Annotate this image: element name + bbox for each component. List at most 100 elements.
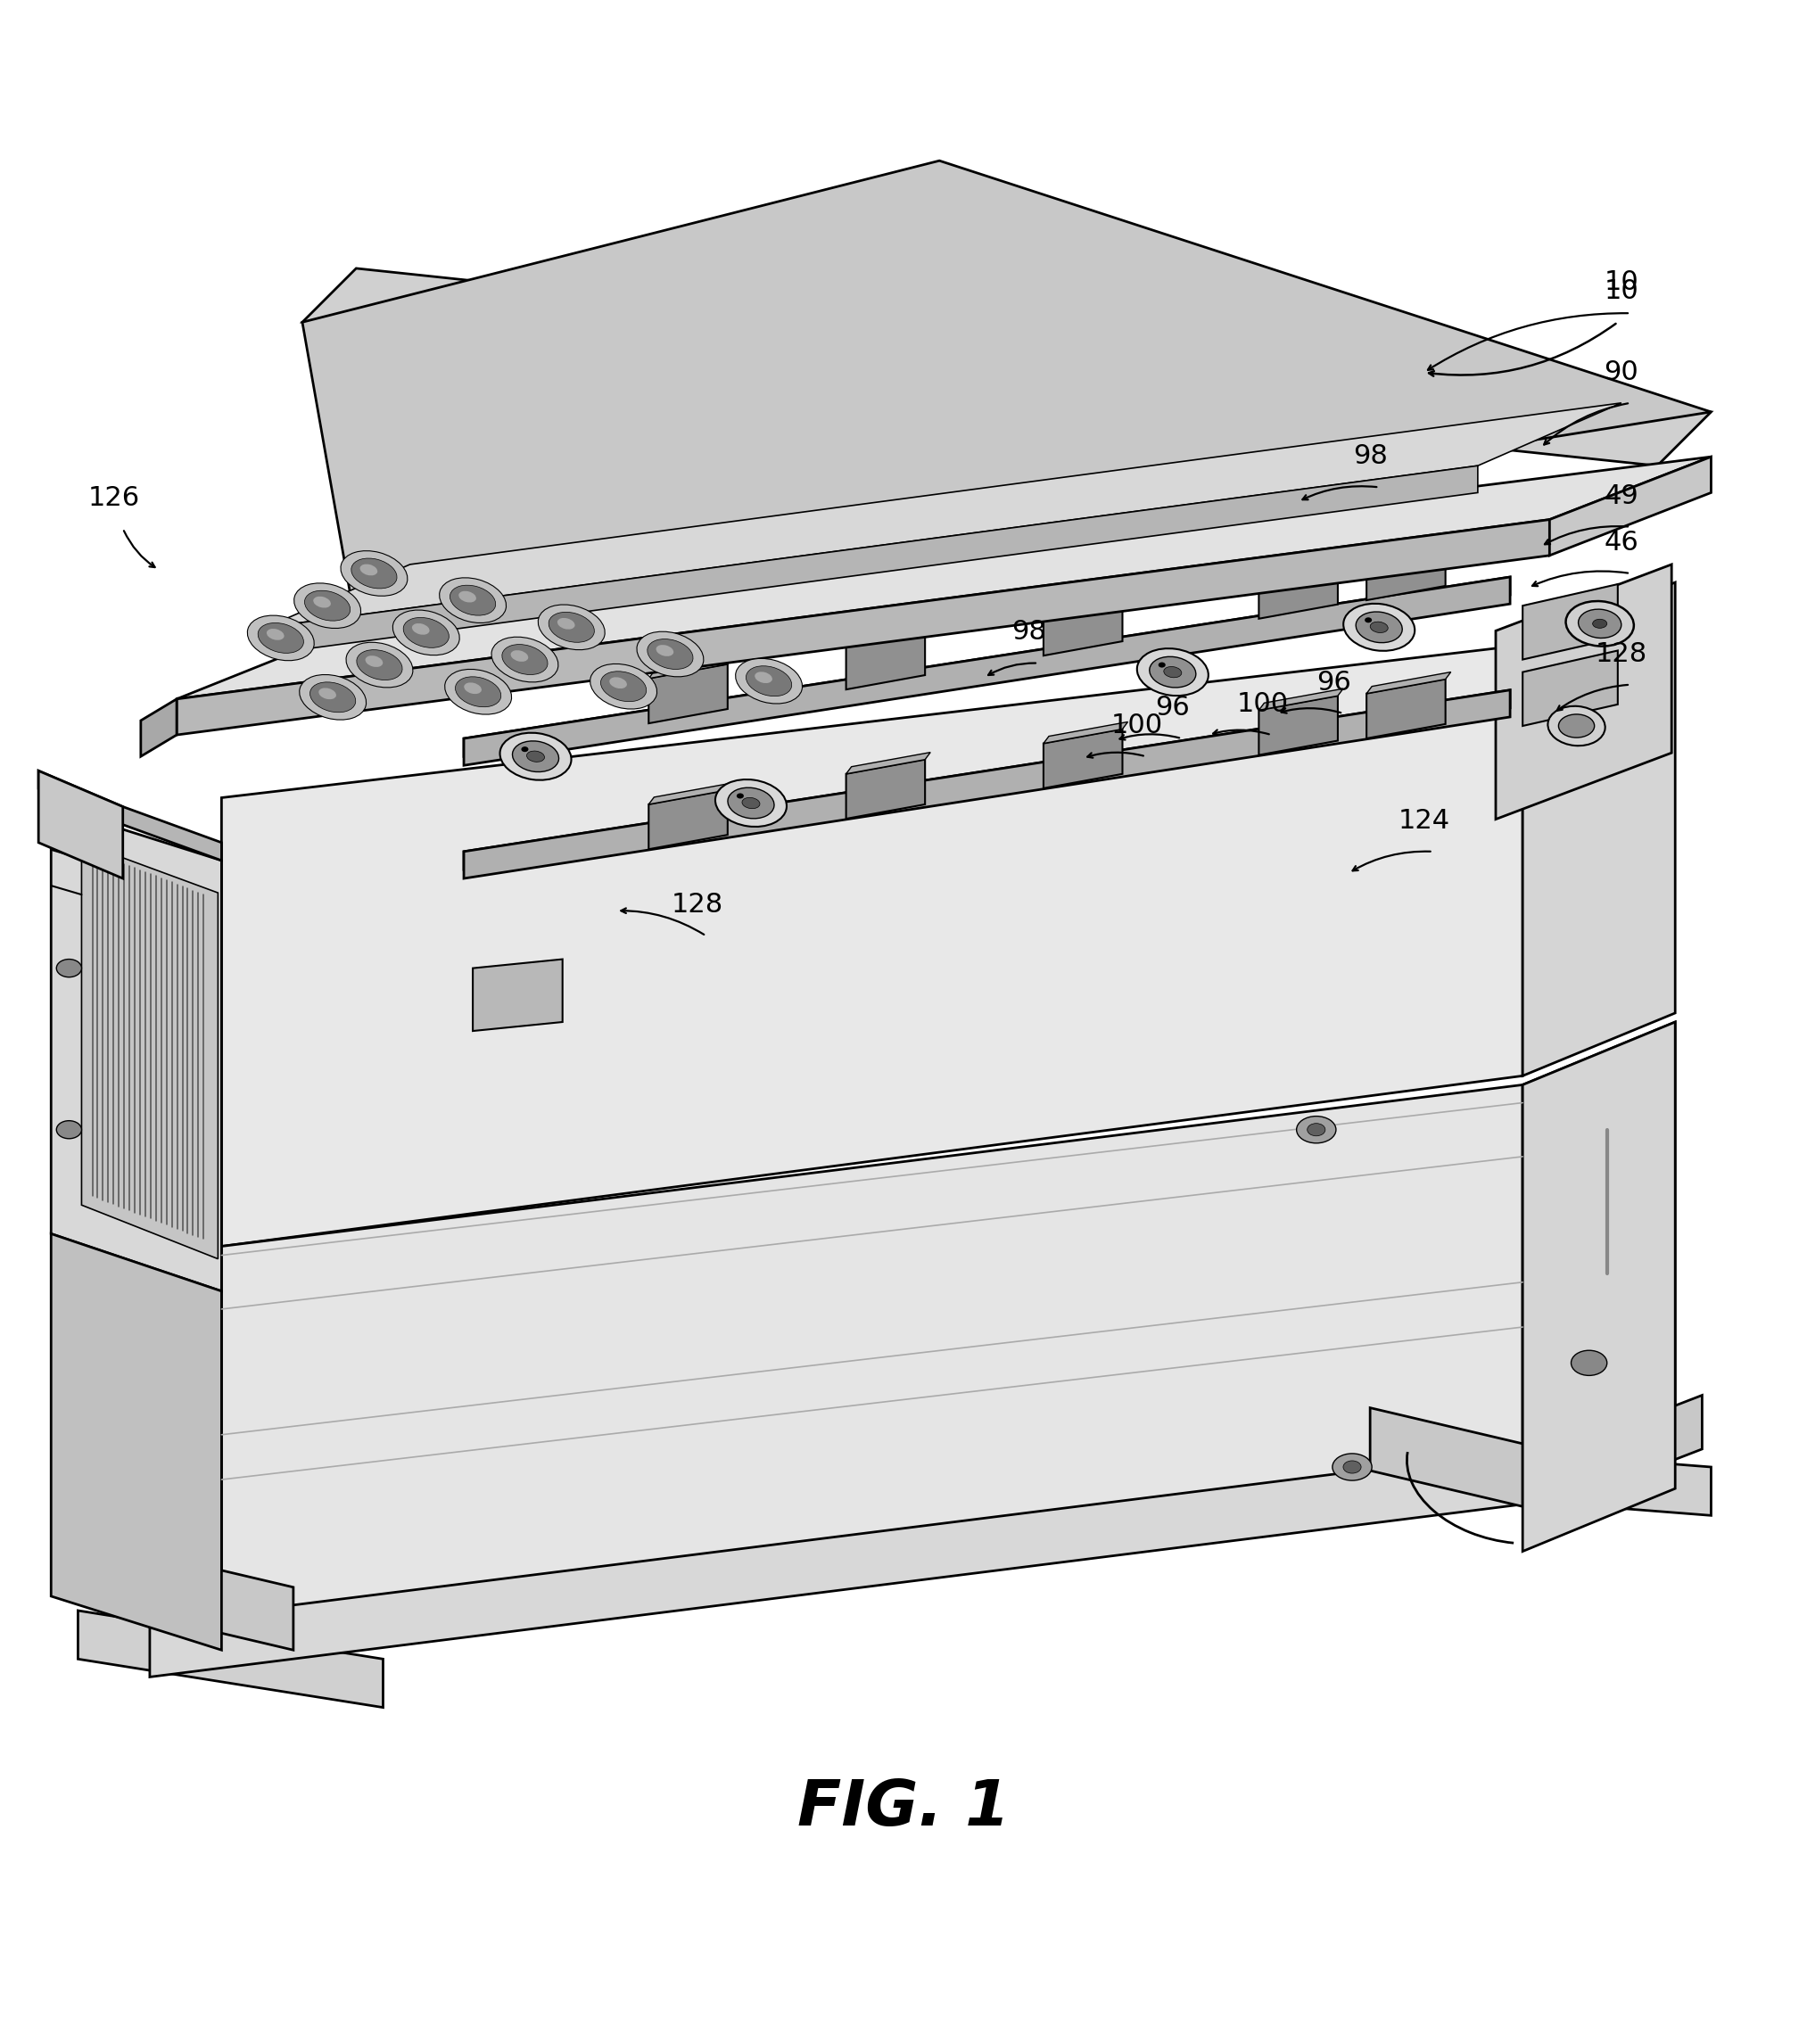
Polygon shape — [51, 1235, 222, 1650]
Ellipse shape — [557, 617, 575, 630]
Polygon shape — [846, 630, 925, 689]
Ellipse shape — [755, 672, 772, 683]
Polygon shape — [1043, 597, 1122, 656]
Polygon shape — [1259, 552, 1343, 574]
Polygon shape — [302, 161, 1711, 628]
Text: 49: 49 — [1605, 482, 1639, 509]
Text: 10: 10 — [1605, 278, 1639, 305]
Ellipse shape — [1158, 662, 1166, 668]
Polygon shape — [1370, 1408, 1523, 1506]
Polygon shape — [222, 1085, 1523, 1650]
Polygon shape — [1259, 695, 1337, 754]
Ellipse shape — [403, 617, 448, 648]
Text: 98: 98 — [1353, 444, 1388, 470]
Ellipse shape — [318, 689, 336, 699]
Ellipse shape — [365, 656, 383, 666]
Ellipse shape — [716, 779, 786, 826]
Polygon shape — [150, 1443, 1576, 1676]
Polygon shape — [266, 403, 1621, 628]
Polygon shape — [649, 664, 728, 724]
Polygon shape — [1523, 1022, 1675, 1488]
Polygon shape — [464, 691, 1511, 879]
Ellipse shape — [258, 623, 304, 654]
Text: 96: 96 — [1155, 695, 1191, 722]
Ellipse shape — [1592, 619, 1606, 628]
Polygon shape — [222, 646, 1523, 1247]
Ellipse shape — [300, 675, 367, 719]
Polygon shape — [1523, 650, 1617, 726]
Ellipse shape — [1549, 705, 1605, 746]
Ellipse shape — [56, 1120, 81, 1139]
Ellipse shape — [549, 611, 595, 642]
Polygon shape — [1523, 1022, 1675, 1551]
Ellipse shape — [459, 591, 477, 603]
Ellipse shape — [492, 638, 558, 683]
Polygon shape — [1297, 1435, 1711, 1515]
Ellipse shape — [1149, 656, 1196, 687]
Polygon shape — [846, 760, 925, 820]
Ellipse shape — [737, 793, 744, 799]
Polygon shape — [464, 691, 1511, 869]
Ellipse shape — [311, 683, 356, 713]
Polygon shape — [1576, 1396, 1702, 1498]
Ellipse shape — [538, 605, 605, 650]
Ellipse shape — [464, 683, 482, 693]
Ellipse shape — [360, 564, 378, 576]
Polygon shape — [1523, 585, 1617, 660]
Ellipse shape — [501, 734, 571, 781]
Ellipse shape — [248, 615, 314, 660]
Ellipse shape — [1355, 611, 1402, 642]
Polygon shape — [1550, 456, 1711, 556]
Polygon shape — [1523, 583, 1675, 1075]
Ellipse shape — [342, 550, 408, 597]
Ellipse shape — [56, 959, 81, 977]
Text: 98: 98 — [1012, 619, 1046, 646]
Text: 90: 90 — [1605, 360, 1639, 384]
Text: 46: 46 — [1605, 529, 1639, 556]
Ellipse shape — [455, 677, 501, 707]
Ellipse shape — [356, 650, 403, 681]
Ellipse shape — [1164, 666, 1182, 677]
Polygon shape — [1043, 722, 1128, 744]
Polygon shape — [1366, 679, 1446, 738]
Text: FIG. 1: FIG. 1 — [797, 1776, 1010, 1840]
Ellipse shape — [1364, 617, 1372, 623]
Polygon shape — [464, 576, 1511, 764]
Ellipse shape — [511, 650, 528, 662]
Ellipse shape — [1570, 1351, 1606, 1376]
Polygon shape — [649, 789, 728, 848]
Text: 100: 100 — [1236, 691, 1288, 717]
Text: 126: 126 — [89, 484, 139, 511]
Ellipse shape — [735, 658, 802, 703]
Ellipse shape — [392, 609, 459, 656]
Ellipse shape — [445, 668, 511, 715]
Ellipse shape — [347, 642, 412, 687]
Ellipse shape — [520, 746, 528, 752]
Ellipse shape — [450, 585, 495, 615]
Polygon shape — [1043, 730, 1122, 789]
Polygon shape — [38, 771, 222, 861]
Polygon shape — [177, 456, 1711, 699]
Text: 124: 124 — [1399, 807, 1449, 834]
Polygon shape — [1496, 564, 1671, 820]
Text: 100: 100 — [1111, 713, 1162, 738]
Polygon shape — [78, 1611, 383, 1707]
Ellipse shape — [647, 640, 694, 668]
Ellipse shape — [267, 630, 284, 640]
Ellipse shape — [600, 670, 647, 701]
Polygon shape — [649, 783, 734, 805]
Ellipse shape — [313, 597, 331, 607]
Ellipse shape — [609, 677, 627, 689]
Ellipse shape — [513, 742, 558, 773]
Polygon shape — [1366, 542, 1446, 601]
Ellipse shape — [746, 666, 791, 697]
Ellipse shape — [526, 750, 544, 762]
Ellipse shape — [1578, 609, 1621, 638]
Text: 10: 10 — [1605, 270, 1639, 294]
Polygon shape — [38, 771, 123, 879]
Polygon shape — [1259, 689, 1343, 709]
Polygon shape — [846, 623, 931, 644]
Ellipse shape — [1370, 621, 1388, 634]
Ellipse shape — [1558, 713, 1594, 738]
Ellipse shape — [1332, 1453, 1372, 1480]
